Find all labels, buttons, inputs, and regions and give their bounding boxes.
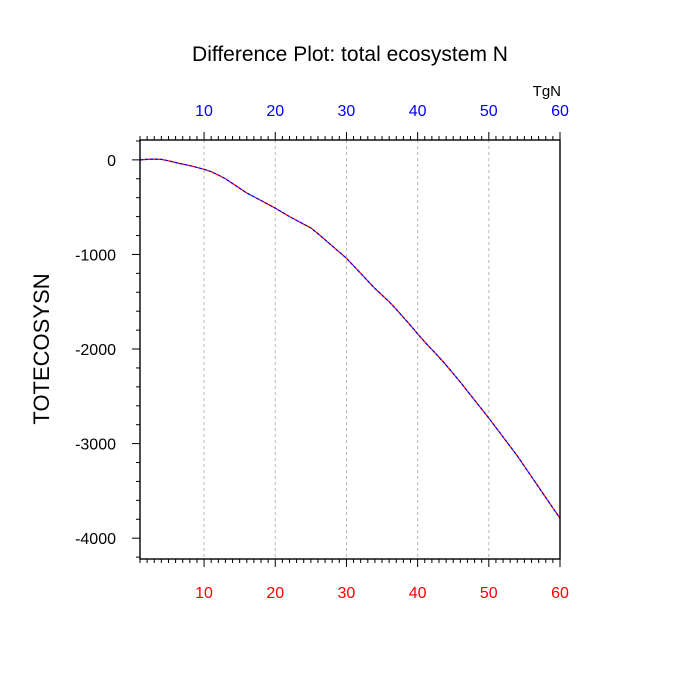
tick-labels: 10 10 20 20 30 30 40 40 50 50 60 60 0 -1000 -2000 -3000… (75, 103, 569, 602)
x-tick-label-top: 50 (480, 103, 498, 120)
x-tick-label-bottom: 40 (409, 585, 427, 602)
plot-frame (139, 139, 561, 560)
series-line-red (139, 158, 561, 519)
x-tick-label-bottom: 10 (195, 585, 213, 602)
y-tick-label: -1000 (75, 247, 116, 264)
x-tick-label-top: 20 (266, 103, 284, 120)
y-tick-label: -2000 (75, 342, 116, 359)
x-tick-label-top: 60 (551, 103, 569, 120)
series-lines (139, 158, 561, 519)
y-tick-label: -4000 (75, 531, 116, 548)
x-tick-label-top: 40 (409, 103, 427, 120)
x-tick-label-top: 30 (338, 103, 356, 120)
x-tick-label-bottom: 60 (551, 585, 569, 602)
units-label: TgN (533, 83, 561, 100)
series-line-blue (139, 158, 561, 519)
y-tick-label: 0 (107, 153, 116, 170)
x-tick-label-top: 10 (195, 103, 213, 120)
chart-title: Difference Plot: total ecosystem N (192, 43, 508, 66)
y-tick-label: -3000 (75, 437, 116, 454)
y-axis-label: TOTECOSYSN (29, 273, 54, 424)
x-tick-label-bottom: 20 (266, 585, 284, 602)
grid (203, 140, 490, 559)
x-tick-label-bottom: 30 (338, 585, 356, 602)
x-tick-label-bottom: 50 (480, 585, 498, 602)
